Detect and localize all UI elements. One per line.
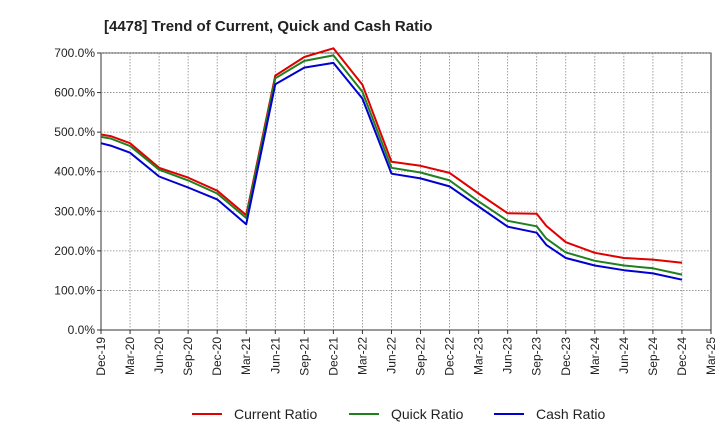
x-axis-ticks: Dec-19 Mar-20 Jun-20 Sep-20 Dec-20 Mar-21 Jun-… — [94, 330, 718, 376]
x-tick-label: Mar-24 — [588, 337, 602, 375]
y-tick-label: 500.0% — [54, 125, 95, 139]
y-tick-label: 100.0% — [54, 283, 95, 297]
x-tick-label: Dec-24 — [675, 337, 689, 376]
series-lines — [100, 47, 683, 281]
x-tick-label: Dec-22 — [443, 337, 457, 376]
gridlines — [101, 52, 711, 330]
x-tick-label: Jun-23 — [501, 337, 515, 374]
x-tick-label: Sep-23 — [530, 337, 544, 376]
x-tick-label: Sep-22 — [414, 337, 428, 376]
series-line-quick-ratio — [100, 54, 683, 276]
x-tick-label: Mar-21 — [239, 337, 253, 375]
x-tick-label: Dec-23 — [559, 337, 573, 376]
x-tick-label: Dec-19 — [94, 337, 108, 376]
y-tick-label: 300.0% — [54, 204, 95, 218]
y-tick-label: 200.0% — [54, 244, 95, 258]
series-line-cash-ratio — [100, 61, 683, 281]
x-tick-label: Sep-21 — [297, 337, 311, 376]
x-tick-label: Dec-21 — [326, 337, 340, 376]
x-tick-label: Mar-20 — [123, 337, 137, 375]
x-tick-label: Jun-21 — [268, 337, 282, 374]
x-tick-label: Jun-20 — [152, 337, 166, 374]
x-tick-label: Mar-22 — [355, 337, 369, 375]
y-tick-label: 400.0% — [54, 165, 95, 179]
x-tick-label: Mar-23 — [472, 337, 486, 375]
y-tick-label: 600.0% — [54, 86, 95, 100]
legend: Current Ratio Quick Ratio Cash Ratio — [192, 406, 605, 422]
series-line-current-ratio — [100, 47, 683, 264]
x-tick-label: Sep-20 — [181, 337, 195, 376]
legend-label: Cash Ratio — [536, 406, 605, 422]
chart-title: [4478] Trend of Current, Quick and Cash … — [104, 18, 432, 35]
y-axis-ticks: 0.0% 100.0% 200.0% 300.0% 400.0% 500.0% 600.0%… — [54, 46, 101, 337]
x-tick-label: Sep-24 — [646, 337, 660, 376]
y-tick-label: 700.0% — [54, 46, 95, 60]
y-tick-label: 0.0% — [68, 323, 96, 337]
legend-label: Current Ratio — [234, 406, 317, 422]
x-tick-label: Dec-20 — [210, 337, 224, 376]
x-tick-label: Jun-22 — [384, 337, 398, 374]
legend-label: Quick Ratio — [391, 406, 464, 422]
x-tick-label: Jun-24 — [617, 337, 631, 374]
x-tick-label: Mar-25 — [704, 337, 718, 375]
plot-area — [100, 52, 712, 331]
